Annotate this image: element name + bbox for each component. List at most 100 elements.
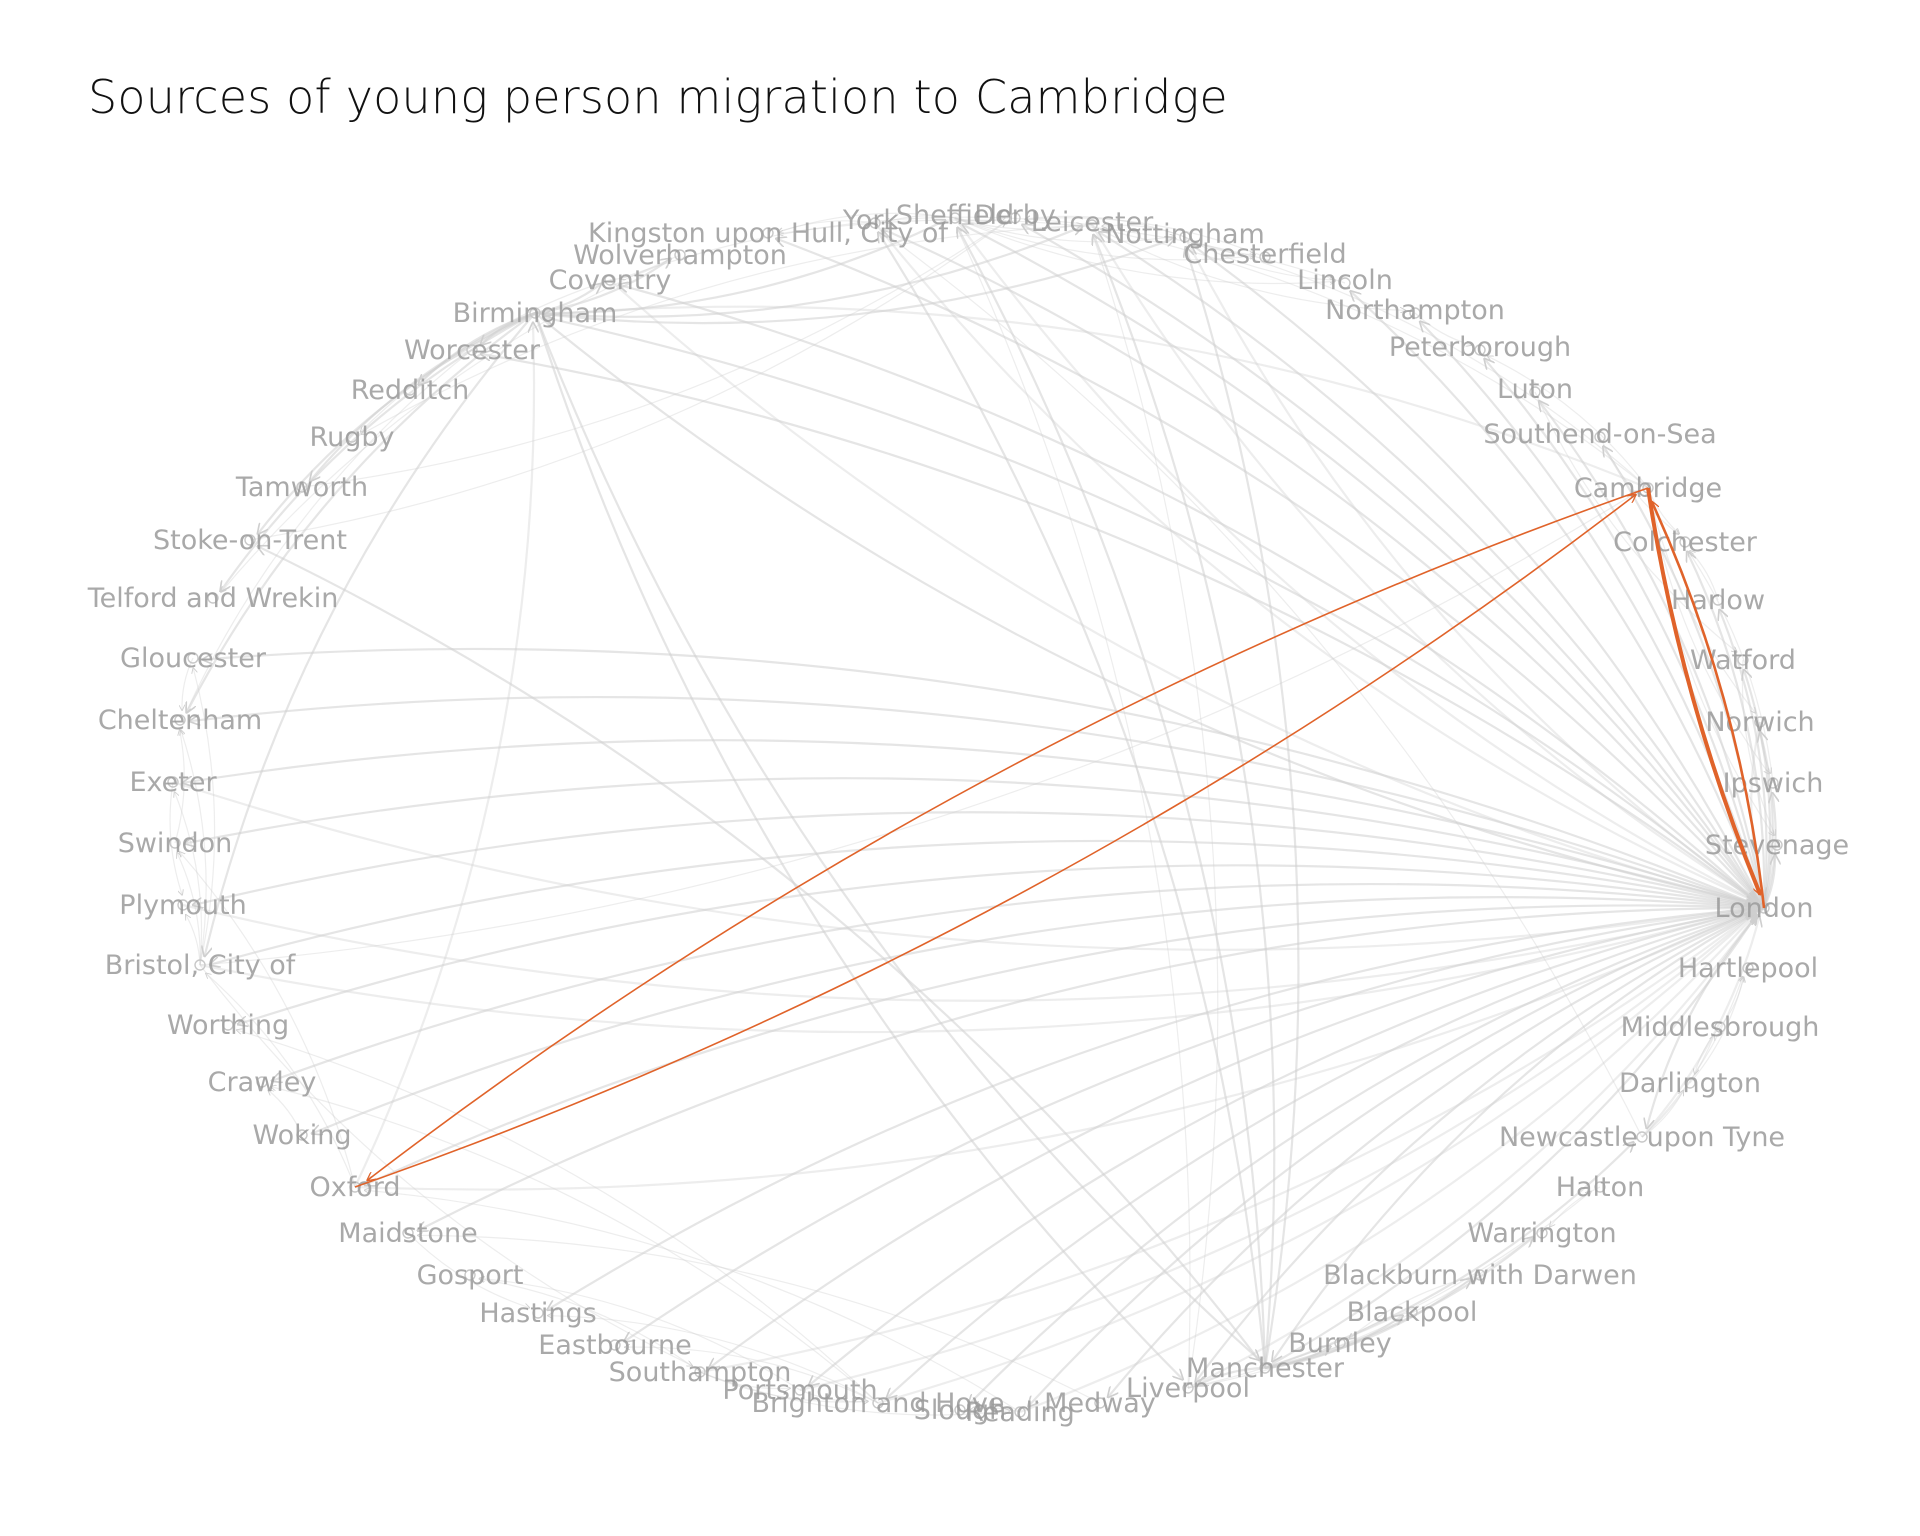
flow-exeter-to-london bbox=[172, 780, 1754, 951]
node-wolverhampton bbox=[674, 249, 686, 261]
flow-london-to-sheffield bbox=[963, 224, 1765, 909]
node-luton bbox=[1529, 386, 1541, 398]
flow-birmingham-to-manchester bbox=[533, 312, 1259, 1360]
flow-halton-to-warrington bbox=[1550, 1186, 1601, 1227]
label-medway: Medway bbox=[1044, 1388, 1156, 1419]
node-york bbox=[869, 217, 881, 229]
label-oxford: Oxford bbox=[309, 1172, 400, 1203]
node-maidstone bbox=[402, 1227, 414, 1239]
node-reading bbox=[1014, 1406, 1026, 1418]
label-worcester: Worcester bbox=[404, 335, 541, 366]
flow-bristol-city-of-to-cheltenham bbox=[181, 730, 207, 966]
label-halton: Halton bbox=[1556, 1172, 1645, 1203]
label-norwich: Norwich bbox=[1705, 707, 1814, 738]
flow-london-to-bristol-city-of bbox=[210, 839, 1765, 965]
flow-london-to-nottingham bbox=[1192, 245, 1765, 909]
flow-brighton-and-hove-to-hastings bbox=[548, 1316, 879, 1404]
node-derby bbox=[1009, 212, 1021, 224]
flow-manchester-to-liverpool bbox=[1198, 1366, 1266, 1385]
label-rugby: Rugby bbox=[310, 422, 395, 453]
node-leicester bbox=[1086, 219, 1098, 231]
node-gloucester bbox=[187, 652, 199, 664]
node-nottingham bbox=[1179, 231, 1191, 243]
label-eastbourne: Eastbourne bbox=[538, 1330, 691, 1361]
label-worthing: Worthing bbox=[167, 1010, 289, 1041]
flow-london-to-southampton bbox=[709, 906, 1765, 1368]
node-swindon bbox=[169, 837, 181, 849]
node-northampton bbox=[1409, 307, 1421, 319]
node-blackpool bbox=[1406, 1306, 1418, 1318]
flow-london-to-york bbox=[883, 229, 1765, 909]
flow-watford-to-stevenage bbox=[1741, 659, 1775, 835]
flow-sheffield-to-chesterfield bbox=[954, 217, 1255, 261]
flow-london-to-oxford bbox=[365, 904, 1765, 1185]
node-crawley bbox=[256, 1076, 268, 1088]
flow-manchester-to-blackpool bbox=[1264, 1316, 1403, 1370]
node-harlow bbox=[1712, 594, 1724, 606]
background-flows bbox=[169, 212, 1776, 1416]
label-brighton-and-hove: Brighton and Hove bbox=[752, 1388, 1005, 1419]
label-bristol-city-of: Bristol, City of bbox=[105, 950, 297, 981]
label-coventry: Coventry bbox=[549, 265, 672, 296]
flow-london-to-hastings bbox=[547, 906, 1765, 1310]
flow-nottingham-to-chesterfield bbox=[1184, 236, 1255, 255]
flow-coventry-to-rugby bbox=[361, 279, 611, 432]
flow-london-to-ipswich bbox=[1762, 793, 1776, 909]
flow-manchester-to-stoke-on-trent bbox=[258, 546, 1266, 1369]
node-tamworth bbox=[296, 481, 308, 493]
highlight-flow-cambridge-to-london bbox=[1646, 487, 1763, 895]
flow-sheffield-to-lincoln bbox=[954, 217, 1335, 283]
node-halton bbox=[1594, 1181, 1606, 1193]
label-sheffield: Sheffield bbox=[896, 200, 1014, 231]
node-darlington bbox=[1684, 1077, 1696, 1089]
label-york: York bbox=[842, 205, 900, 236]
node-stoke-on-trent bbox=[244, 534, 256, 546]
node-manchester bbox=[1259, 1362, 1271, 1374]
node-kingston-upon-hull-city-of bbox=[762, 227, 774, 239]
flow-darlington-to-hartlepool bbox=[1689, 977, 1743, 1084]
flow-cambridge-to-peterborough bbox=[1488, 356, 1649, 489]
label-chesterfield: Chesterfield bbox=[1183, 239, 1346, 270]
label-derby: Derby bbox=[974, 200, 1056, 231]
flow-cambridge-to-nottingham bbox=[1194, 242, 1649, 489]
flow-reading-to-slough bbox=[970, 1408, 1021, 1412]
label-tamworth: Tamworth bbox=[235, 472, 368, 503]
node-birmingham bbox=[529, 307, 541, 319]
flow-southampton-to-gosport bbox=[479, 1279, 701, 1373]
flow-sheffield-to-derby bbox=[954, 218, 1005, 221]
flow-bristol-city-of-to-swindon bbox=[177, 853, 201, 966]
label-newcastle-upon-tyne: Newcastle upon Tyne bbox=[1499, 1122, 1785, 1153]
flow-worcester-to-redditch bbox=[418, 349, 473, 385]
flow-london-to-cheltenham bbox=[190, 695, 1765, 910]
flow-manchester-to-warrington bbox=[1264, 1237, 1533, 1370]
flow-brighton-and-hove-to-worthing bbox=[237, 1030, 879, 1404]
label-hartlepool: Hartlepool bbox=[1678, 953, 1818, 984]
flow-bristol-city-of-to-cambridge bbox=[199, 491, 1639, 966]
label-telford-and-wrekin: Telford and Wrekin bbox=[87, 583, 339, 614]
flow-london-to-maidstone bbox=[418, 906, 1765, 1231]
flow-lincoln-to-kingston-upon-hull-city-of bbox=[778, 219, 1346, 284]
flow-brighton-and-hove-to-london bbox=[877, 913, 1755, 1405]
flow-portsmouth-to-gosport bbox=[479, 1278, 801, 1391]
flow-cambridge-to-leicester bbox=[1101, 229, 1649, 489]
flow-london-to-gloucester bbox=[203, 647, 1765, 910]
label-hastings: Hastings bbox=[479, 1298, 596, 1329]
flow-london-to-slough bbox=[968, 906, 1765, 1405]
flow-nottingham-to-lincoln bbox=[1184, 236, 1335, 280]
flow-london-to-exeter bbox=[183, 739, 1765, 910]
flow-birmingham-to-liverpool bbox=[533, 312, 1183, 1379]
flow-london-to-crawley bbox=[272, 882, 1765, 1081]
node-portsmouth bbox=[794, 1384, 806, 1396]
flow-oxford-to-swindon bbox=[180, 852, 356, 1188]
label-peterborough: Peterborough bbox=[1389, 332, 1571, 363]
node-gosport bbox=[464, 1269, 476, 1281]
flow-exeter-to-plymouth bbox=[169, 781, 182, 895]
node-southampton bbox=[694, 1366, 706, 1378]
flow-northampton-to-peterborough bbox=[1414, 312, 1471, 345]
label-burnley: Burnley bbox=[1288, 1328, 1391, 1359]
highlight-flow-oxford-to-cambridge bbox=[354, 495, 1636, 1188]
flow-plymouth-to-london bbox=[182, 903, 1754, 1002]
flow-southend-on-sea-to-colchester bbox=[1599, 436, 1679, 534]
flow-bristol-city-of-to-exeter bbox=[174, 792, 203, 966]
label-nottingham: Nottingham bbox=[1105, 219, 1265, 250]
